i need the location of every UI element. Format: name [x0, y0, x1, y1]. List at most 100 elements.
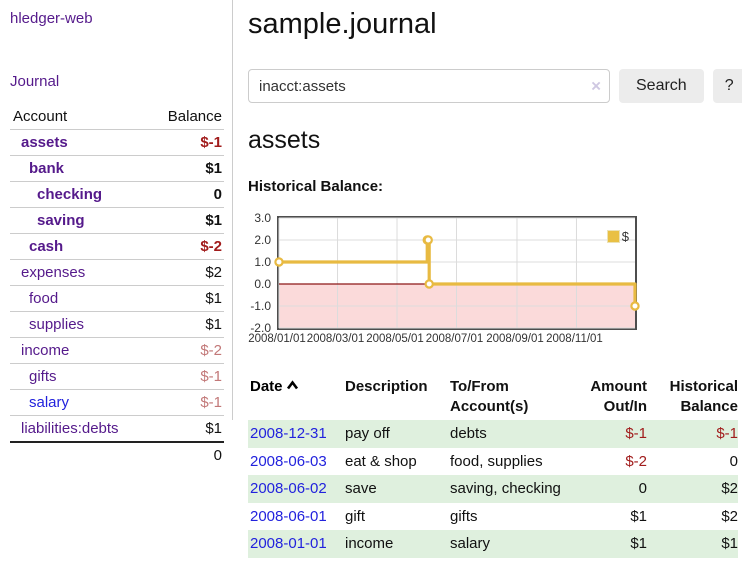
search-box: ×: [248, 69, 610, 103]
search-button[interactable]: Search: [619, 69, 704, 103]
account-link[interactable]: checking: [37, 186, 103, 203]
x-axis-tick-label: 2008/11/01: [546, 333, 603, 345]
y-axis-tick-label: 2.0: [254, 233, 271, 247]
sort-by-date[interactable]: Date: [250, 378, 299, 395]
account-row: supplies $1: [10, 311, 224, 338]
account-row: checking 0: [10, 181, 224, 208]
register-table: Date Description To/From Account(s) Amou…: [248, 374, 738, 558]
page: hledger-web Journal Account Balance asse…: [0, 0, 742, 558]
account-row: cash $-2: [10, 233, 224, 260]
chart-label: Historical Balance:: [248, 178, 384, 195]
accounts-header-account: Account: [10, 104, 150, 130]
register-row: 2008-06-01 gift gifts $1 $2: [248, 503, 738, 531]
account-row: bank $1: [10, 155, 224, 182]
chart-legend: $: [606, 229, 629, 244]
account-row: liabilities:debts $1: [10, 415, 224, 443]
transaction-date-link[interactable]: 2008-01-01: [250, 535, 327, 552]
transaction-balance: $-1: [647, 420, 738, 448]
x-axis-tick-label: 2008/03/01: [306, 333, 365, 345]
account-link[interactable]: income: [21, 342, 70, 359]
account-link[interactable]: bank: [29, 160, 65, 177]
account-row: gifts $-1: [10, 363, 224, 390]
transaction-date-link[interactable]: 2008-12-31: [250, 425, 327, 442]
account-balance: $1: [149, 311, 224, 338]
transaction-date-link[interactable]: 2008-06-01: [250, 507, 327, 525]
y-axis-tick-label: 1.0: [254, 255, 271, 269]
chart-y-axis: 3.0 2.0 1.0 0.0 -1.0 -2.0: [248, 211, 275, 335]
page-title: sample.journal: [248, 8, 437, 40]
transaction-amount: $1: [583, 530, 647, 558]
sidebar: hledger-web Journal Account Balance asse…: [0, 0, 233, 468]
transaction-accounts: food, supplies: [450, 452, 543, 470]
chart-canvas: [274, 217, 640, 329]
account-link[interactable]: saving: [37, 212, 85, 229]
account-link[interactable]: gifts: [29, 368, 57, 385]
account-row: income $-2: [10, 337, 224, 364]
y-axis-tick-label: -2.0: [250, 321, 271, 335]
account-balance: $1: [149, 207, 224, 234]
y-axis-tick-label: 0.0: [254, 277, 271, 291]
register-row: 2008-01-01 income salary $1 $1: [248, 530, 738, 558]
main-content: sample.journal × Search ? assets Histori…: [233, 0, 742, 558]
account-balance: $2: [149, 259, 224, 286]
register-header-balance: Historical Balance: [669, 378, 738, 415]
account-link[interactable]: cash: [29, 238, 64, 255]
transaction-balance: 0: [729, 452, 738, 470]
transaction-description: save: [345, 475, 450, 503]
search-input[interactable]: [248, 69, 610, 103]
transaction-amount: 0: [583, 475, 647, 503]
x-axis-tick-label: 2008/09/01: [486, 333, 544, 345]
transaction-date-link[interactable]: 2008-06-02: [250, 480, 327, 497]
sidebar-item-journal[interactable]: Journal: [10, 73, 60, 90]
register-header-description: Description: [345, 378, 428, 395]
sort-ascending-icon: [286, 380, 298, 390]
chart-plot-area: $: [274, 216, 640, 330]
account-link[interactable]: food: [29, 290, 59, 307]
transaction-date-link[interactable]: 2008-06-03: [250, 452, 327, 470]
account-row: expenses $2: [10, 259, 224, 286]
account-row: food $1: [10, 285, 224, 312]
legend-swatch-icon: [606, 230, 620, 243]
accounts-total-value: 0: [149, 441, 224, 468]
account-balance: $-1: [149, 129, 224, 156]
transaction-description: gift: [345, 507, 366, 525]
account-balance: 0: [149, 181, 224, 208]
accounts-table: Account Balance assets $-1 bank $1 check…: [10, 104, 224, 468]
transaction-amount: $-2: [625, 452, 647, 470]
account-balance: $-1: [149, 389, 224, 416]
transaction-amount: $-1: [583, 420, 647, 448]
accounts-table-header: Account Balance: [10, 104, 224, 130]
account-link[interactable]: assets: [21, 134, 68, 151]
account-balance: $1: [149, 155, 224, 182]
register-row: 2008-06-02 save saving, checking 0 $2: [248, 475, 738, 503]
transaction-balance: $2: [721, 507, 738, 525]
account-row: assets $-1: [10, 129, 224, 156]
y-axis-tick-label: -1.0: [250, 299, 271, 313]
legend-label: $: [621, 229, 629, 244]
transaction-accounts: debts: [450, 420, 583, 448]
account-link[interactable]: supplies: [29, 316, 85, 333]
historical-balance-chart: 3.0 2.0 1.0 0.0 -1.0 -2.0 $ 2008/01/01 2008/03…: [248, 211, 643, 348]
transaction-amount: $1: [630, 507, 647, 525]
clear-search-icon[interactable]: ×: [591, 76, 601, 96]
transaction-accounts: salary: [450, 530, 583, 558]
transaction-balance: $1: [647, 530, 738, 558]
account-balance: $-2: [149, 337, 224, 364]
help-button[interactable]: ?: [712, 69, 742, 103]
account-link[interactable]: expenses: [21, 264, 86, 281]
y-axis-tick-label: 3.0: [254, 211, 271, 225]
app-title-link[interactable]: hledger-web: [10, 10, 93, 27]
account-link[interactable]: salary: [29, 394, 70, 411]
accounts-header-balance: Balance: [149, 104, 224, 130]
account-row: saving $1: [10, 207, 224, 234]
account-link[interactable]: liabilities:debts: [21, 420, 119, 437]
account-balance: $1: [149, 415, 224, 443]
transaction-description: eat & shop: [345, 452, 417, 470]
accounts-total-row: 0: [10, 441, 224, 468]
transaction-balance: $2: [647, 475, 738, 503]
account-balance: $-1: [149, 363, 224, 390]
x-axis-tick-label: 2008/07/01: [425, 333, 484, 345]
account-balance: $1: [149, 285, 224, 312]
register-header-row: Date Description To/From Account(s) Amou…: [248, 374, 738, 420]
transaction-accounts: saving, checking: [450, 475, 583, 503]
